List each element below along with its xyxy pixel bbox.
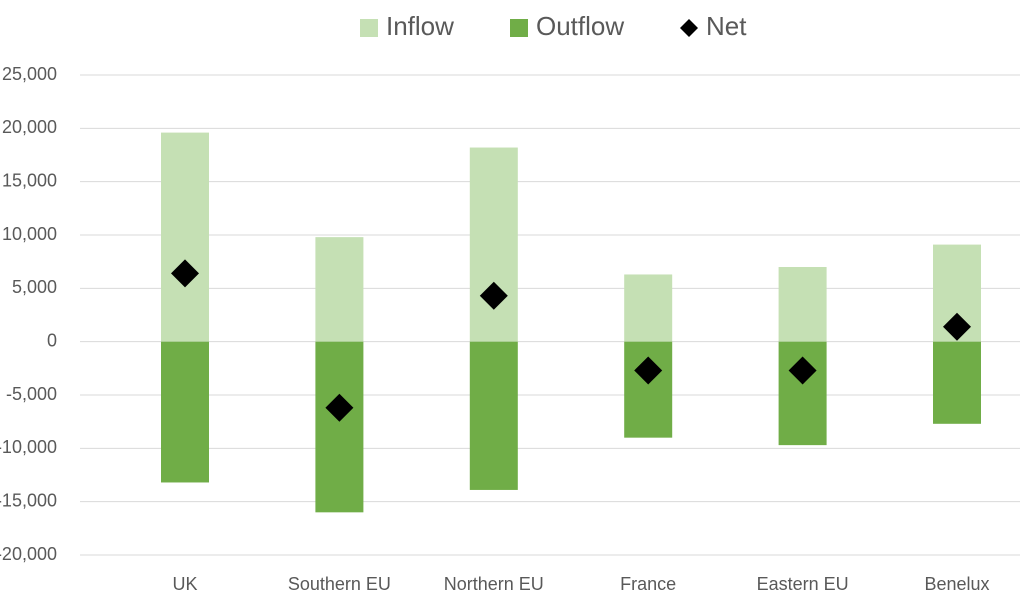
y-tick-label: 0	[47, 330, 57, 350]
net-marker	[479, 281, 508, 310]
x-tick-label: Southern EU	[288, 574, 391, 594]
net-marker	[943, 312, 971, 341]
y-tick-label: 20,000	[2, 117, 57, 137]
y-tick-label: -5,000	[6, 384, 57, 404]
bar	[624, 341, 673, 438]
legend-swatch	[510, 19, 528, 37]
y-tick-label: 10,000	[2, 224, 57, 244]
bar	[315, 341, 364, 513]
x-tick-label: UK	[172, 574, 197, 594]
legend-swatch	[360, 19, 378, 37]
bar	[161, 341, 209, 483]
bar	[778, 267, 827, 342]
x-tick-label: Benelux	[924, 574, 989, 594]
net-marker	[788, 356, 817, 385]
x-tick-label: Northern EU	[444, 574, 544, 594]
legend-swatch	[680, 19, 698, 37]
bar	[469, 341, 518, 490]
bar	[315, 237, 364, 342]
bar	[933, 341, 981, 424]
bar	[161, 132, 209, 342]
y-tick-label: -20,000	[0, 544, 57, 564]
legend-label: Net	[706, 11, 747, 41]
bar	[624, 274, 673, 342]
x-tick-label: Eastern EU	[757, 574, 849, 594]
y-tick-label: -10,000	[0, 437, 57, 457]
net-marker	[325, 393, 354, 422]
y-tick-label: 15,000	[2, 170, 57, 190]
x-tick-label: France	[620, 574, 676, 594]
net-marker	[634, 356, 663, 385]
legend-label: Inflow	[386, 11, 454, 41]
bar	[469, 147, 518, 342]
y-tick-label: -15,000	[0, 490, 57, 510]
y-tick-label: 25,000	[2, 64, 57, 84]
y-tick-label: 5,000	[12, 277, 57, 297]
legend-label: Outflow	[536, 11, 624, 41]
net-marker	[171, 259, 199, 288]
